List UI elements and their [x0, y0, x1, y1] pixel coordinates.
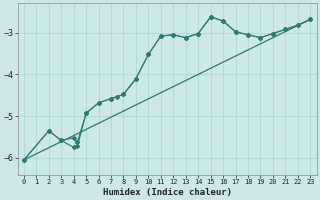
X-axis label: Humidex (Indice chaleur): Humidex (Indice chaleur) [103, 188, 232, 197]
